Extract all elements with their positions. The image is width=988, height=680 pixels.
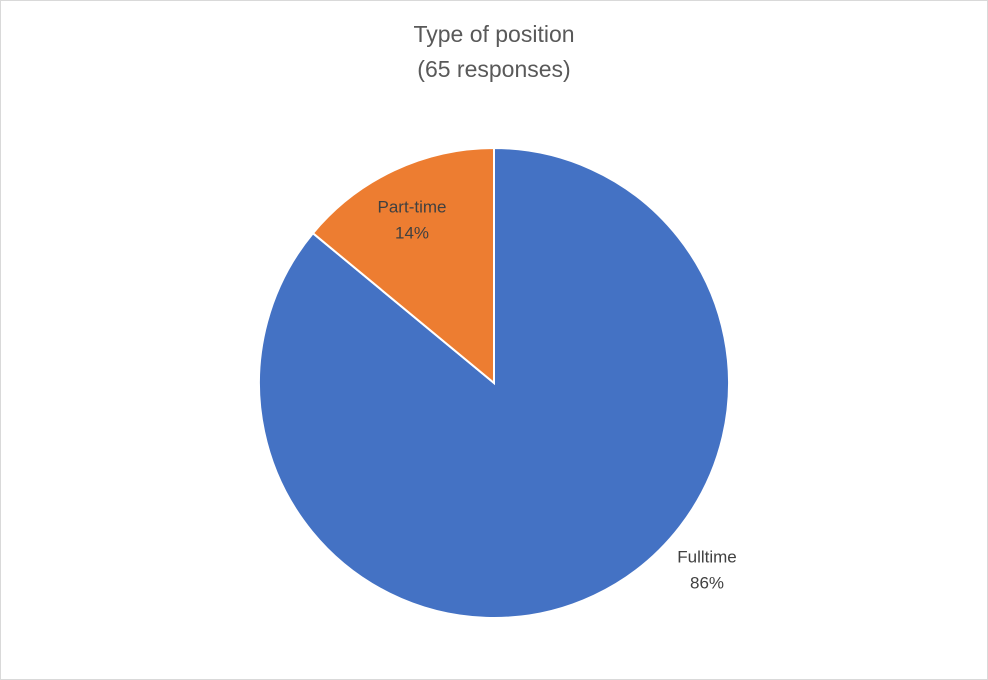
slice-value-label: 86% [690,573,724,592]
slice-label: Part-time [378,197,447,216]
chart-subtitle: (65 responses) [417,56,570,82]
pie-slice [311,146,495,386]
slice-label: Fulltime [677,547,737,566]
chart-title: Type of position [413,21,574,47]
slice-value-label: 14% [395,223,429,242]
